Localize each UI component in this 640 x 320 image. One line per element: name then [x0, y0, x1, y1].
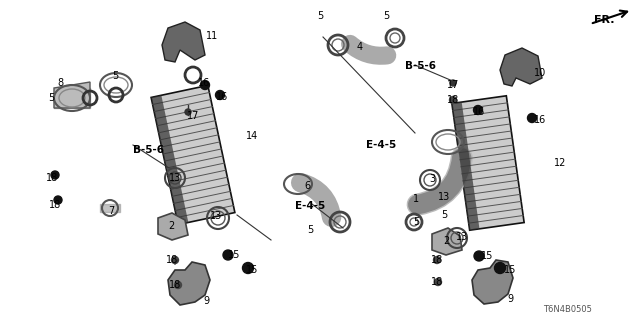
FancyArrowPatch shape: [418, 158, 461, 204]
Text: 18: 18: [431, 277, 443, 287]
Text: E-4-5: E-4-5: [366, 140, 396, 150]
Text: 10: 10: [534, 68, 546, 78]
Text: 18: 18: [46, 173, 58, 183]
Text: 3: 3: [429, 174, 435, 184]
Circle shape: [54, 196, 62, 204]
Text: 5: 5: [441, 210, 447, 220]
Text: 18: 18: [431, 255, 443, 265]
Circle shape: [51, 171, 59, 179]
Text: 17: 17: [187, 111, 199, 121]
Text: 5: 5: [112, 71, 118, 81]
Text: 14: 14: [246, 131, 258, 141]
Circle shape: [474, 106, 483, 115]
Text: 5: 5: [413, 217, 419, 227]
Text: 5: 5: [317, 11, 323, 21]
Text: 15: 15: [246, 265, 258, 275]
Text: T6N4B0505: T6N4B0505: [543, 306, 591, 315]
Text: 9: 9: [203, 296, 209, 306]
Text: 18: 18: [447, 95, 459, 105]
Polygon shape: [158, 213, 188, 240]
Bar: [151, 85, 235, 225]
Text: 2: 2: [168, 221, 174, 231]
Text: E-4-5: E-4-5: [295, 201, 325, 211]
FancyArrowPatch shape: [350, 44, 387, 56]
Text: 13: 13: [210, 211, 222, 221]
Circle shape: [450, 80, 456, 86]
Circle shape: [243, 262, 253, 274]
FancyArrowPatch shape: [301, 183, 332, 217]
Text: 16: 16: [216, 92, 228, 102]
Text: 16: 16: [473, 107, 485, 117]
Text: 18: 18: [169, 280, 181, 290]
Circle shape: [223, 250, 233, 260]
Polygon shape: [162, 22, 205, 62]
Text: 16: 16: [534, 115, 546, 125]
Text: 11: 11: [206, 31, 218, 41]
Bar: [452, 102, 479, 230]
Circle shape: [527, 114, 536, 123]
Text: 13: 13: [456, 232, 468, 242]
Text: 15: 15: [228, 250, 240, 260]
Text: 5: 5: [383, 11, 389, 21]
Text: 16: 16: [198, 78, 210, 88]
Circle shape: [175, 282, 182, 289]
Circle shape: [172, 257, 179, 263]
Polygon shape: [54, 82, 90, 108]
Text: 5: 5: [48, 93, 54, 103]
Text: 13: 13: [169, 173, 181, 183]
Text: 15: 15: [481, 251, 493, 261]
Bar: [452, 96, 524, 230]
Text: 6: 6: [304, 181, 310, 191]
Text: 2: 2: [443, 236, 449, 246]
Text: 8: 8: [57, 78, 63, 88]
Text: 18: 18: [49, 200, 61, 210]
Text: B-5-6: B-5-6: [132, 145, 163, 155]
Text: 1: 1: [413, 194, 419, 204]
Text: 13: 13: [438, 192, 450, 202]
Polygon shape: [168, 262, 210, 305]
Circle shape: [216, 91, 225, 100]
Polygon shape: [500, 48, 542, 86]
Circle shape: [433, 257, 440, 263]
Circle shape: [200, 81, 209, 90]
Text: 4: 4: [357, 42, 363, 52]
Circle shape: [185, 109, 191, 115]
Polygon shape: [432, 228, 462, 255]
Text: 18: 18: [166, 255, 178, 265]
Circle shape: [495, 262, 506, 274]
Text: 12: 12: [554, 158, 566, 168]
Text: 15: 15: [504, 265, 516, 275]
Text: 7: 7: [108, 206, 114, 216]
Polygon shape: [472, 260, 513, 304]
Circle shape: [435, 278, 442, 285]
Bar: [151, 95, 188, 225]
Text: 17: 17: [447, 80, 459, 90]
Circle shape: [449, 97, 456, 103]
Text: 5: 5: [307, 225, 313, 235]
Text: FR.: FR.: [594, 15, 614, 25]
Text: 9: 9: [507, 294, 513, 304]
Text: B-5-6: B-5-6: [406, 61, 436, 71]
Circle shape: [474, 251, 484, 261]
